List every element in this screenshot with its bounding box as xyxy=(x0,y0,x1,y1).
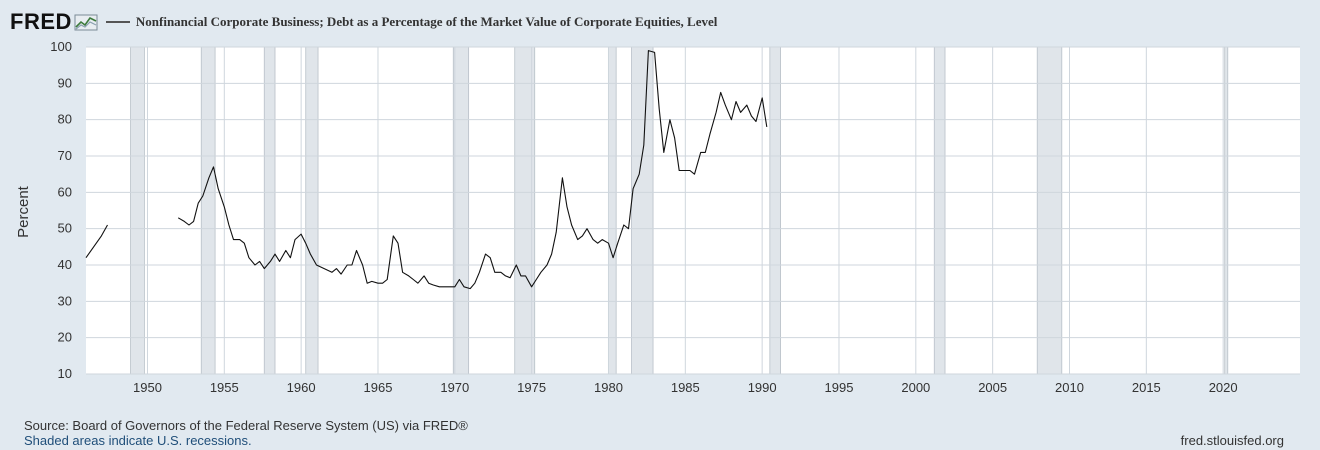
y-tick-label-20: 20 xyxy=(58,330,72,345)
recession-band-8 xyxy=(631,46,654,375)
x-tick-label-1980: 1980 xyxy=(594,380,623,395)
x-tick-label-2015: 2015 xyxy=(1132,380,1161,395)
fred-logo[interactable]: FRED xyxy=(10,9,72,34)
recession-bands xyxy=(130,46,1229,375)
y-tick-label-40: 40 xyxy=(58,257,72,272)
recession-band-5 xyxy=(452,46,470,375)
x-tick-label-1990: 1990 xyxy=(748,380,777,395)
legend-line-swatch xyxy=(105,21,130,23)
y-tick-label-50: 50 xyxy=(58,221,72,236)
chart-title: Nonfinancial Corporate Business; Debt as… xyxy=(135,14,718,29)
chart-header: FRED Nonfinancial Corporate Business; De… xyxy=(10,8,717,36)
recession-band-1 xyxy=(130,46,145,375)
x-tick-label-1965: 1965 xyxy=(364,380,393,395)
x-tick-label-2000: 2000 xyxy=(901,380,930,395)
y-tick-labels: 10 20 30 40 50 60 70 80 90 100 xyxy=(50,39,72,381)
y-tick-label-80: 80 xyxy=(58,112,72,127)
x-tick-label-2020: 2020 xyxy=(1209,380,1238,395)
x-tick-label-1950: 1950 xyxy=(133,380,162,395)
y-tick-label-90: 90 xyxy=(58,75,72,90)
x-tick-label-2010: 2010 xyxy=(1055,380,1084,395)
source-note: Source: Board of Governors of the Federa… xyxy=(24,418,468,433)
x-tick-label-2005: 2005 xyxy=(978,380,1007,395)
site-url[interactable]: fred.stlouisfed.org xyxy=(1180,433,1284,448)
recession-note: Shaded areas indicate U.S. recessions. xyxy=(24,433,252,448)
recession-band-9 xyxy=(769,46,781,375)
x-tick-label-1960: 1960 xyxy=(287,380,316,395)
grid-lines xyxy=(86,46,1300,375)
recession-band-10 xyxy=(933,46,946,375)
y-tick-label-30: 30 xyxy=(58,293,72,308)
recession-band-7 xyxy=(608,46,617,375)
series-line-segment-2[interactable] xyxy=(177,50,768,290)
x-tick-label-1985: 1985 xyxy=(671,380,700,395)
x-tick-label-1995: 1995 xyxy=(825,380,854,395)
x-tick-label-1970: 1970 xyxy=(440,380,469,395)
series-line-segment-1[interactable] xyxy=(85,224,108,259)
fred-chart-icon xyxy=(74,14,98,31)
plot-area xyxy=(86,47,1300,374)
y-tick-label-70: 70 xyxy=(58,148,72,163)
x-tick-label-1975: 1975 xyxy=(517,380,546,395)
recession-band-4 xyxy=(305,46,319,375)
recession-band-12 xyxy=(1224,46,1229,375)
y-tick-label-100: 100 xyxy=(50,39,72,54)
series-layer xyxy=(85,50,768,290)
y-tick-label-60: 60 xyxy=(58,184,72,199)
y-axis-label: Percent xyxy=(15,185,32,238)
x-tick-label-1955: 1955 xyxy=(210,380,239,395)
y-tick-label-10: 10 xyxy=(58,366,72,381)
recession-band-3 xyxy=(263,46,276,375)
recession-band-11 xyxy=(1036,46,1063,375)
x-tick-labels: 1950 1955 1960 1965 1970 1975 1980 1985 1990 1995… xyxy=(133,380,1238,395)
recession-band-2 xyxy=(200,46,216,375)
